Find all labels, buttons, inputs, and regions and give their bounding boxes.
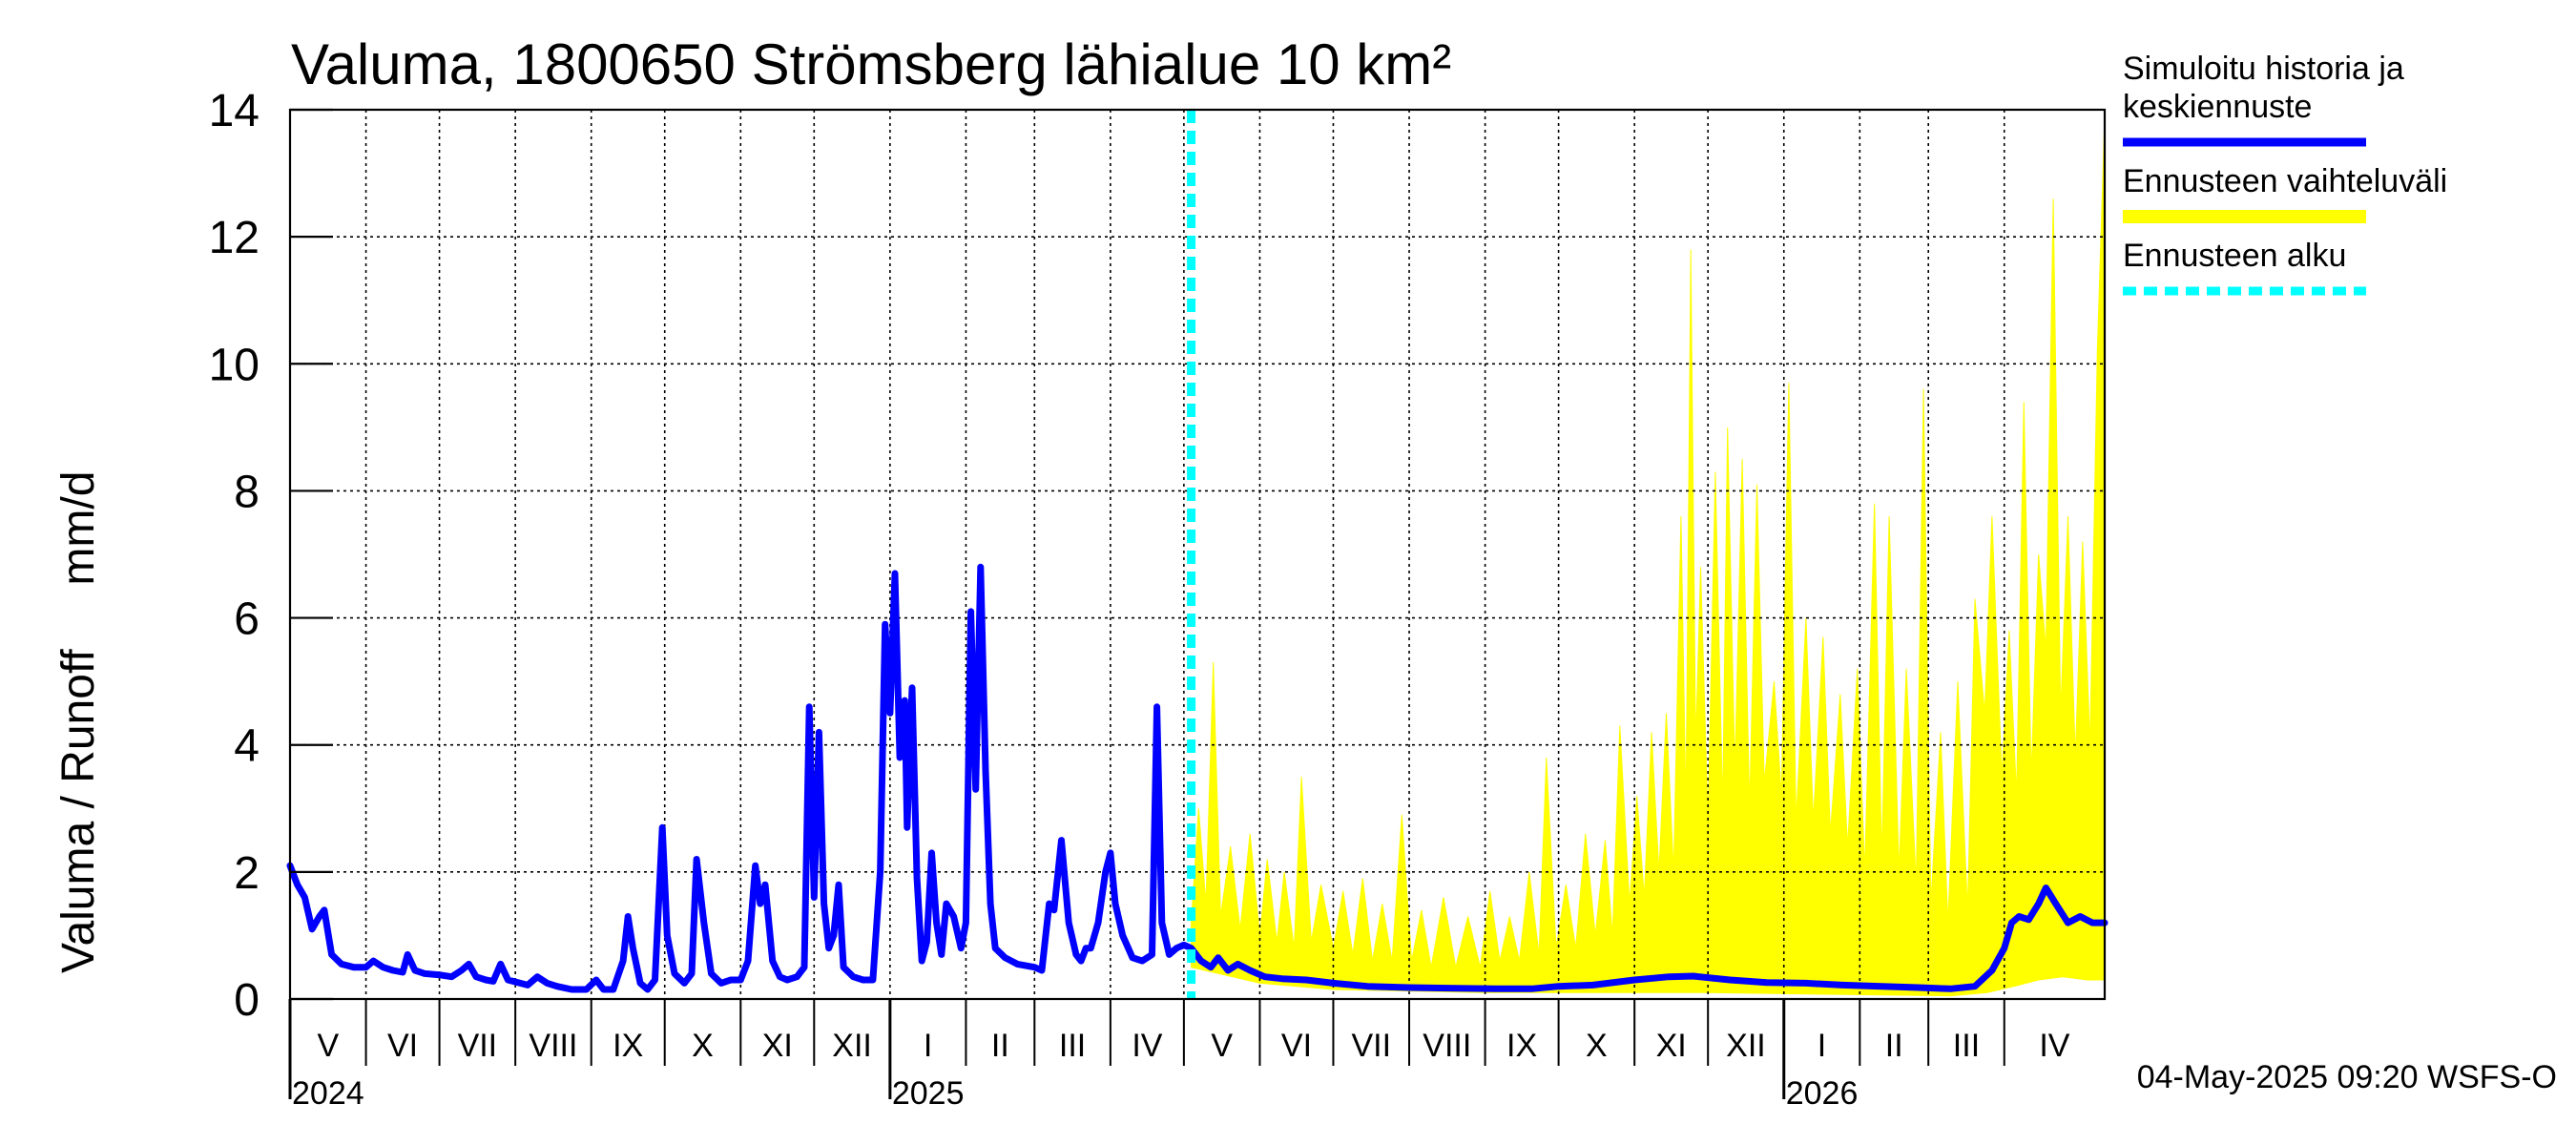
month-label: VI bbox=[1281, 1028, 1312, 1064]
month-label: XII bbox=[1726, 1028, 1766, 1064]
y-tick-label: 12 bbox=[209, 213, 260, 263]
month-label: I bbox=[924, 1028, 932, 1064]
year-label: 2025 bbox=[892, 1075, 965, 1112]
month-label: I bbox=[1818, 1028, 1826, 1064]
forecast-range-band bbox=[1191, 115, 2106, 997]
legend-label: keskiennuste bbox=[2123, 89, 2312, 125]
y-tick-label: 0 bbox=[234, 975, 260, 1026]
y-tick-label: 4 bbox=[234, 721, 260, 772]
month-label: XI bbox=[762, 1028, 793, 1064]
y-tick-label: 2 bbox=[234, 848, 260, 899]
month-label: II bbox=[991, 1028, 1009, 1064]
month-label: XI bbox=[1656, 1028, 1687, 1064]
x-axis-months: V VI VII VIII IX X XI XII I II III IV V VI VII VIII IX X X… bbox=[288, 999, 2070, 1112]
legend-label: Ennusteen alku bbox=[2123, 238, 2346, 274]
month-label: II bbox=[1885, 1028, 1903, 1064]
y-tick-label: 8 bbox=[234, 467, 260, 517]
month-label: V bbox=[317, 1028, 339, 1064]
month-label: IV bbox=[1132, 1028, 1162, 1064]
month-label: X bbox=[1586, 1028, 1608, 1064]
y-tick-label: 6 bbox=[234, 594, 260, 645]
forecast-range-area bbox=[1191, 115, 2106, 997]
y-tick-label: 10 bbox=[209, 340, 260, 390]
month-label: VIII bbox=[529, 1028, 577, 1064]
grid-lines bbox=[290, 110, 2105, 999]
plot-frame bbox=[288, 108, 2107, 1001]
month-label: III bbox=[1059, 1028, 1086, 1064]
legend-label: Ennusteen vaihteluväli bbox=[2123, 163, 2447, 199]
runoff-line-layer bbox=[286, 563, 2109, 993]
month-label: X bbox=[692, 1028, 714, 1064]
year-label: 2024 bbox=[292, 1075, 364, 1112]
month-label: VIII bbox=[1423, 1028, 1471, 1064]
month-label: IV bbox=[2039, 1028, 2069, 1064]
month-label: III bbox=[1953, 1028, 1980, 1064]
y-axis-label: Valuma / Runoff mm/d bbox=[53, 471, 104, 973]
month-label: XII bbox=[832, 1028, 872, 1064]
month-label: IX bbox=[613, 1028, 643, 1064]
chart-title: Valuma, 1800650 Strömsberg lähialue 10 k… bbox=[291, 32, 1451, 96]
month-label: V bbox=[1211, 1028, 1233, 1064]
month-label: VI bbox=[387, 1028, 418, 1064]
timestamp-label: 04-May-2025 09:20 WSFS-O bbox=[2137, 1059, 2557, 1095]
month-label: VII bbox=[1351, 1028, 1391, 1064]
month-label: IX bbox=[1506, 1028, 1537, 1064]
plot-border bbox=[288, 108, 2107, 1001]
year-label: 2026 bbox=[1786, 1075, 1859, 1112]
y-axis-ticks: 0 2 4 6 8 10 12 14 bbox=[209, 86, 333, 1026]
runoff-series-line bbox=[286, 563, 2109, 993]
month-label: VII bbox=[458, 1028, 498, 1064]
y-tick-label: 14 bbox=[209, 86, 260, 136]
legend-label: Simuloitu historia ja bbox=[2123, 51, 2404, 87]
